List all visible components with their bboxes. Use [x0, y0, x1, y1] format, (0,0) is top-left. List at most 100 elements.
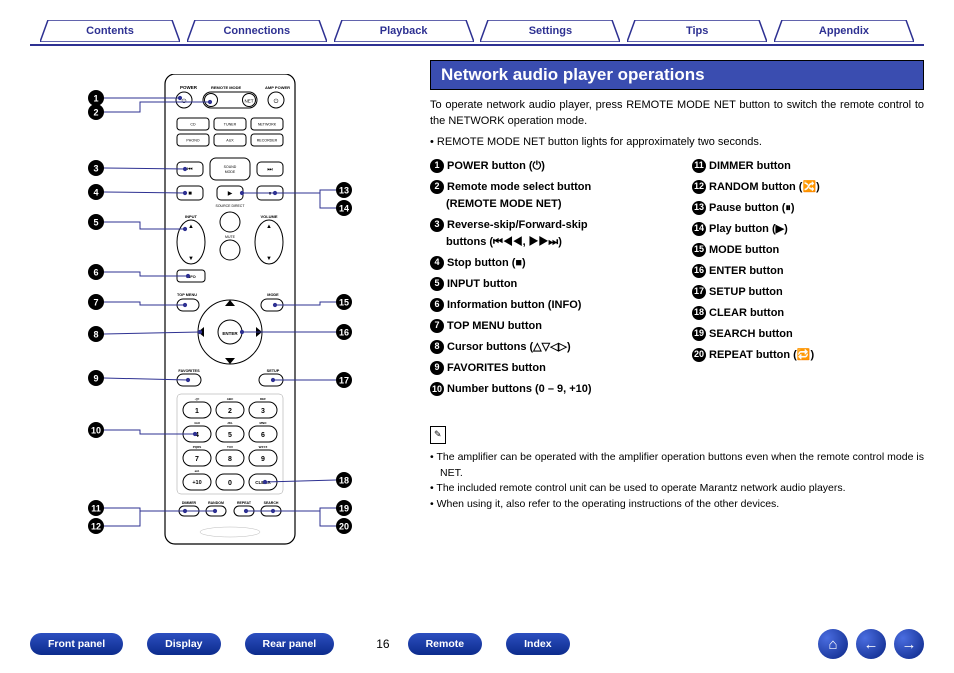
note-item: • When using it, also refer to the opera… [430, 497, 924, 513]
svg-text:1: 1 [195, 408, 199, 415]
callout-item-14: 14Play button (▶) [692, 221, 924, 238]
svg-text:.@!: .@! [195, 397, 200, 401]
callout-item-5: 5INPUT button [430, 276, 662, 293]
svg-text:TUV: TUV [227, 445, 233, 449]
svg-text:17: 17 [339, 376, 349, 386]
svg-text:7: 7 [93, 298, 98, 308]
svg-text:1: 1 [93, 94, 98, 104]
callout-item-2: 2Remote mode select button(REMOTE MODE N… [430, 179, 662, 213]
top-tab-underline [30, 44, 924, 46]
tab-appendix[interactable]: Appendix [774, 20, 914, 42]
callout-number-17: 17 [336, 372, 352, 388]
svg-text:4: 4 [93, 188, 98, 198]
callout-number-18: 18 [336, 472, 352, 488]
callout-item-17: 17SETUP button [692, 284, 924, 301]
svg-text:▲: ▲ [188, 224, 194, 230]
svg-text:INPUT: INPUT [185, 214, 198, 219]
svg-text:CD: CD [190, 123, 196, 127]
svg-text:11: 11 [91, 504, 101, 514]
svg-text:0: 0 [228, 480, 232, 487]
callout-number-20: 20 [336, 518, 352, 534]
notes-section: ✎ • The amplifier can be operated with t… [430, 426, 924, 513]
button-list-col2: 11DIMMER button12RANDOM button (🔀)13Paus… [692, 158, 924, 403]
button-list-col1: 1POWER button (⏻)2Remote mode select but… [430, 158, 662, 403]
svg-text:SEARCH: SEARCH [264, 501, 279, 505]
svg-text:NET: NET [245, 99, 254, 104]
callout-number-15: 15 [336, 294, 352, 310]
svg-text:18: 18 [339, 476, 349, 486]
svg-text:8: 8 [228, 456, 232, 463]
svg-text:TUNER: TUNER [224, 123, 237, 127]
top-tabs: Contents Connections Playback Settings Tips A… [30, 20, 924, 42]
tab-connections[interactable]: Connections [187, 20, 327, 42]
svg-text:▲: ▲ [266, 224, 272, 230]
svg-text:MNO: MNO [260, 421, 268, 425]
callout-item-4: 4Stop button (■) [430, 255, 662, 272]
page-number: 16 [376, 637, 389, 651]
footer: Front panel Display Rear panel 16 Remote In… [30, 629, 924, 659]
svg-text:15: 15 [339, 298, 349, 308]
callout-number-1: 1 [88, 90, 104, 106]
callout-number-3: 3 [88, 160, 104, 176]
svg-text:3: 3 [93, 164, 98, 174]
callout-item-6: 6Information button (INFO) [430, 297, 662, 314]
tab-settings[interactable]: Settings [480, 20, 620, 42]
svg-text:DEF: DEF [260, 397, 266, 401]
callout-item-20: 20REPEAT button (🔁) [692, 347, 924, 364]
svg-text:FAVORITES: FAVORITES [178, 369, 200, 373]
callout-number-7: 7 [88, 294, 104, 310]
svg-text:■: ■ [188, 191, 192, 197]
footer-btn-remote[interactable]: Remote [408, 633, 483, 655]
svg-text:a/A: a/A [195, 469, 201, 473]
svg-text:REPEAT: REPEAT [237, 501, 252, 505]
svg-text:RANDOM: RANDOM [208, 501, 224, 505]
svg-text:14: 14 [339, 204, 349, 214]
footer-btn-front-panel[interactable]: Front panel [30, 633, 123, 655]
svg-text:7: 7 [195, 456, 199, 463]
section-heading: Network audio player operations [430, 60, 924, 90]
svg-text:SOUND: SOUND [224, 165, 237, 169]
svg-text:TOP MENU: TOP MENU [177, 293, 197, 297]
tab-playback[interactable]: Playback [334, 20, 474, 42]
nav-right-icon[interactable]: → [894, 629, 924, 659]
svg-text:VOLUME: VOLUME [260, 214, 277, 219]
footer-btn-index[interactable]: Index [506, 633, 569, 655]
footer-btn-display[interactable]: Display [147, 633, 220, 655]
svg-text:POWER: POWER [180, 85, 198, 90]
callout-item-19: 19SEARCH button [692, 326, 924, 343]
nav-home-icon[interactable]: ⌂ [818, 629, 848, 659]
svg-text:JKL: JKL [227, 421, 233, 425]
svg-text:3: 3 [261, 408, 265, 415]
callout-number-10: 10 [88, 422, 104, 438]
svg-text:20: 20 [339, 522, 349, 532]
callout-number-16: 16 [336, 324, 352, 340]
footer-btn-rear-panel[interactable]: Rear panel [245, 633, 335, 655]
svg-text:9: 9 [261, 456, 265, 463]
callout-number-2: 2 [88, 104, 104, 120]
svg-text:WXYZ: WXYZ [259, 445, 268, 449]
svg-text:6: 6 [93, 268, 98, 278]
svg-text:MODE: MODE [225, 170, 236, 174]
note-item: • The included remote control unit can b… [430, 481, 924, 497]
callout-item-3: 3Reverse-skip/Forward-skipbuttons (⏮◀◀, … [430, 217, 662, 251]
nav-left-icon[interactable]: ← [856, 629, 886, 659]
svg-text:RECORDER: RECORDER [257, 139, 278, 143]
callout-item-12: 12RANDOM button (🔀) [692, 179, 924, 196]
svg-text:DIMMER: DIMMER [182, 501, 197, 505]
note-item: • The amplifier can be operated with the… [430, 450, 924, 482]
tab-contents[interactable]: Contents [40, 20, 180, 42]
svg-text:5: 5 [228, 432, 232, 439]
callout-item-18: 18CLEAR button [692, 305, 924, 322]
callout-number-13: 13 [336, 182, 352, 198]
callout-item-16: 16ENTER button [692, 263, 924, 280]
callout-number-14: 14 [336, 200, 352, 216]
svg-text:MODE: MODE [267, 293, 279, 297]
callout-number-5: 5 [88, 214, 104, 230]
svg-text:▼: ▼ [188, 256, 194, 262]
tab-tips[interactable]: Tips [627, 20, 767, 42]
callout-number-12: 12 [88, 518, 104, 534]
callout-number-11: 11 [88, 500, 104, 516]
svg-text:8: 8 [93, 330, 98, 340]
callout-number-19: 19 [336, 500, 352, 516]
svg-text:PQRS: PQRS [193, 445, 202, 449]
